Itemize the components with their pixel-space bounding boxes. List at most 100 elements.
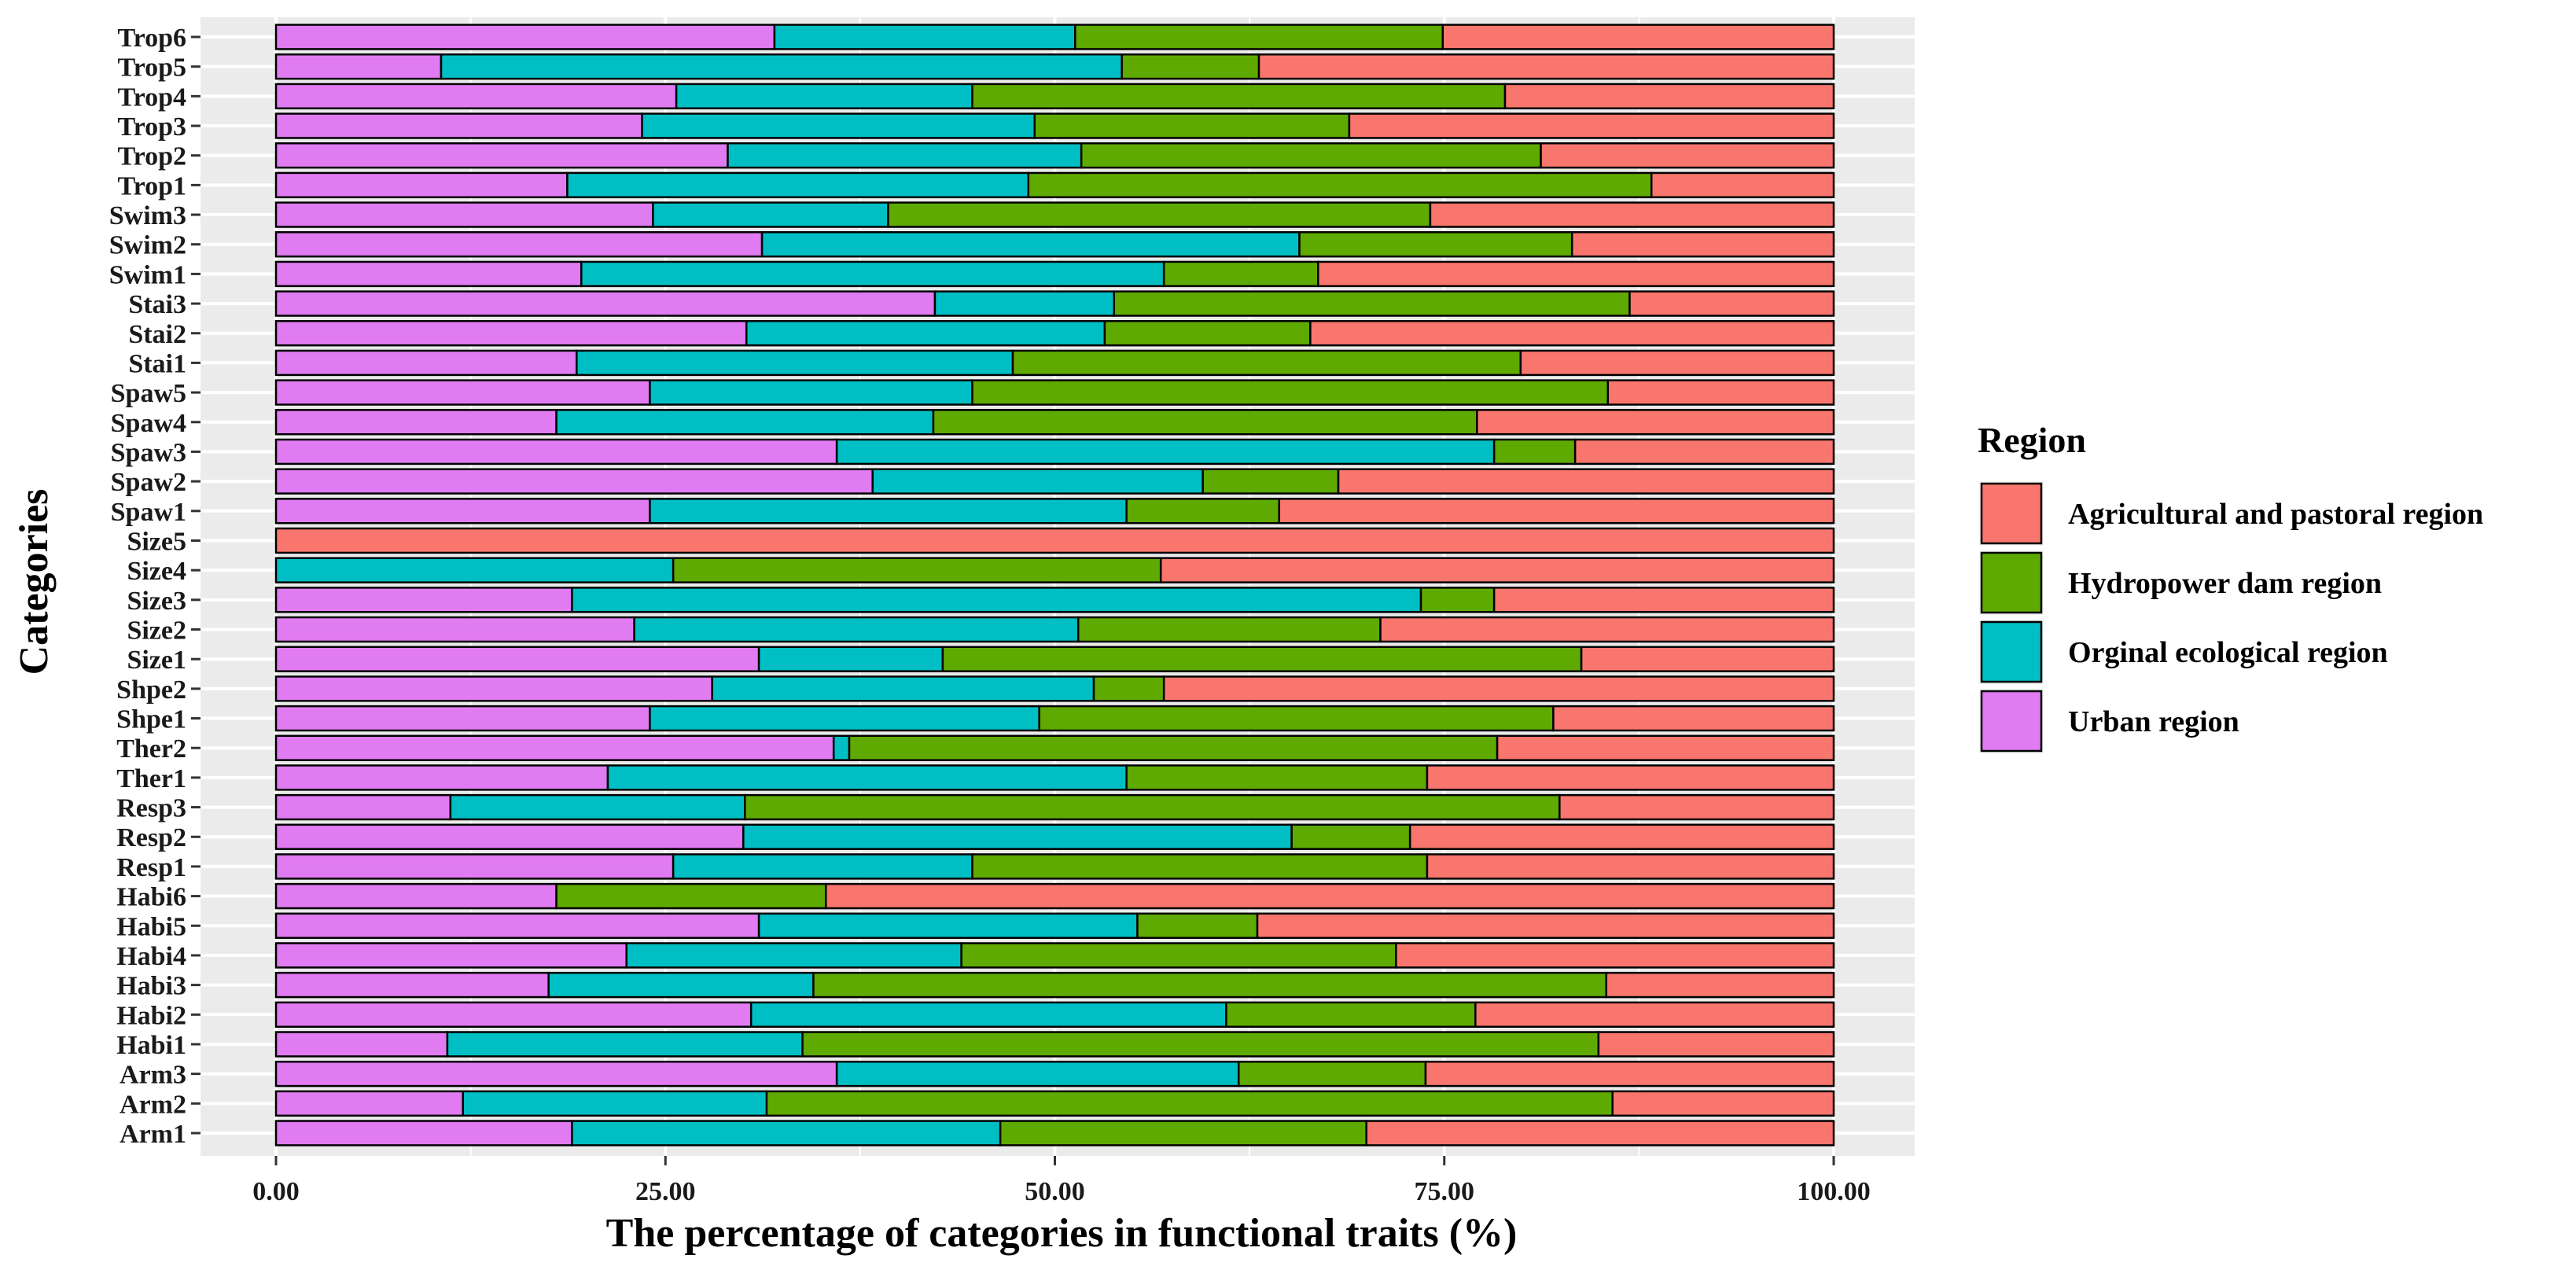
- y-tick-label: Stai1: [128, 349, 186, 378]
- y-tick-label: Spaw2: [111, 468, 186, 497]
- bar-segment: [1628, 290, 1835, 317]
- bar-segment: [1348, 112, 1835, 139]
- y-tick-label: Resp2: [116, 823, 186, 852]
- y-axis-ticks: Arm1Arm2Arm3Habi1Habi2Habi3Habi4Habi5Hab…: [109, 24, 201, 1149]
- bar-segment: [812, 971, 1608, 999]
- bar-segment: [1573, 438, 1835, 466]
- bar-segment: [1038, 705, 1555, 732]
- bar-segment: [1159, 557, 1835, 583]
- bar-segment: [1125, 498, 1281, 524]
- bar-segment: [274, 53, 443, 80]
- bar-segment: [1650, 171, 1835, 199]
- y-tick-label: Resp3: [116, 794, 186, 823]
- bar-segment: [274, 438, 838, 466]
- bar-segment: [274, 24, 776, 50]
- y-tick-label: Trop6: [117, 24, 186, 53]
- y-tick-label: Trop5: [117, 53, 186, 83]
- bar-segment: [1492, 587, 1835, 613]
- y-tick-label: Arm2: [120, 1090, 186, 1119]
- bar-segment: [749, 1001, 1227, 1028]
- bar-segment: [1162, 675, 1835, 702]
- bar-segment: [566, 171, 1030, 199]
- bar-segment: [757, 912, 1139, 939]
- bar-segment: [1429, 201, 1835, 228]
- bar-segment: [1441, 24, 1835, 50]
- bar-segment: [1103, 320, 1312, 347]
- bar-segment: [633, 616, 1080, 643]
- bar-segment: [1162, 260, 1319, 288]
- bar-segment: [274, 793, 452, 821]
- bar-segment: [1419, 587, 1496, 613]
- bar-segment: [1076, 616, 1382, 643]
- bar-segment: [462, 1090, 768, 1117]
- y-tick-label: Ther1: [116, 764, 186, 793]
- x-axis-title: The percentage of categories in function…: [606, 1211, 1518, 1256]
- bar-segment: [871, 468, 1204, 495]
- bar-segment: [606, 764, 1128, 791]
- bar-segment: [1519, 349, 1835, 377]
- legend-swatch: [1980, 690, 2043, 753]
- bar-segment: [825, 882, 1835, 910]
- legend-swatch: [1980, 551, 2043, 614]
- bar-segment: [555, 409, 935, 436]
- bar-segment: [274, 260, 583, 288]
- bar-segment: [801, 1031, 1600, 1058]
- bar-segment: [274, 142, 729, 169]
- legend-label: Orginal ecological region: [2068, 636, 2388, 669]
- y-tick-label: Size4: [127, 557, 186, 586]
- bar-segment: [1606, 379, 1835, 406]
- y-tick-label: Arm3: [120, 1061, 186, 1090]
- bar-segment: [832, 734, 851, 761]
- bar-segment: [1426, 764, 1835, 791]
- bar-segment: [1474, 1001, 1835, 1028]
- bar-segment: [625, 942, 962, 969]
- y-tick-label: Size1: [127, 646, 186, 675]
- bar-segment: [274, 882, 558, 910]
- bar-segment: [274, 1060, 838, 1088]
- bar-segment: [274, 823, 745, 850]
- bar-segment: [999, 1120, 1367, 1146]
- y-tick-label: Arm1: [120, 1120, 186, 1149]
- y-tick-label: Swim1: [109, 260, 186, 289]
- bar-segment: [571, 587, 1422, 613]
- y-tick-label: Shpe1: [116, 705, 186, 734]
- y-tick-label: Size5: [127, 527, 186, 556]
- bar-segment: [757, 646, 944, 672]
- bar-segment: [649, 498, 1128, 524]
- bar-segment: [933, 290, 1116, 317]
- y-tick-label: Habi6: [116, 883, 186, 912]
- x-axis-ticks: 0.00 25.00 50.00 75.00 100.00: [252, 1156, 1871, 1206]
- bar-segment: [274, 587, 573, 613]
- legend-label: Urban region: [2068, 705, 2239, 738]
- legend-swatch: [1980, 620, 2043, 683]
- bar-segment: [1290, 823, 1411, 850]
- legend: Region Agricultural and pastoral region H…: [1978, 420, 2483, 753]
- bar-segment: [274, 171, 569, 199]
- bar-segment: [672, 557, 1162, 583]
- bar-segment: [1225, 1001, 1477, 1028]
- bar-segment: [274, 942, 627, 969]
- bar-segment: [580, 260, 1165, 288]
- bar-segment: [1074, 24, 1444, 50]
- bar-segment: [274, 320, 748, 347]
- bar-segment: [1257, 53, 1835, 80]
- bar-segment: [649, 379, 973, 406]
- bar-segment: [971, 379, 1610, 406]
- bar-segment: [274, 675, 713, 702]
- bar-segment: [1080, 142, 1542, 169]
- bars: [274, 24, 1835, 1146]
- y-tick-label: Habi1: [116, 1031, 186, 1060]
- bar-segment: [971, 853, 1429, 880]
- y-tick-label: Stai2: [128, 320, 186, 349]
- y-tick-label: Trop1: [117, 171, 186, 201]
- bar-segment: [1552, 705, 1835, 732]
- bar-segment: [932, 409, 1478, 436]
- bar-segment: [1540, 142, 1835, 169]
- y-tick-label: Spaw1: [111, 498, 186, 527]
- bar-segment: [1492, 438, 1577, 466]
- bar-segment: [1379, 616, 1835, 643]
- bar-segment: [727, 142, 1083, 169]
- y-tick-label: Resp1: [116, 853, 186, 882]
- bar-segment: [1611, 1090, 1835, 1117]
